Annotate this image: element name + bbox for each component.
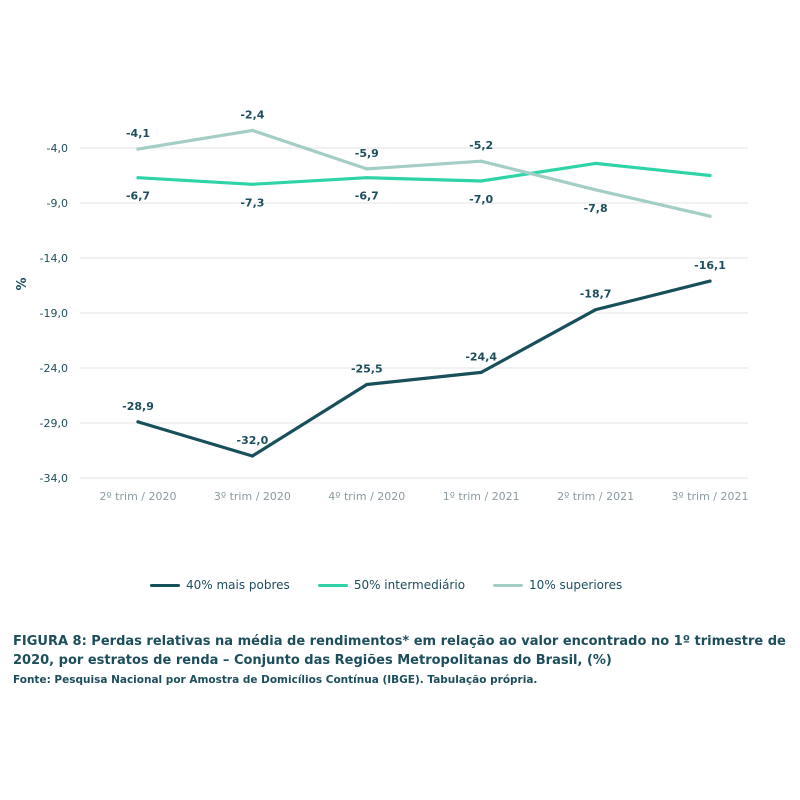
x-tick-label: 3º trim / 2021 [672,490,749,503]
legend-swatch [493,583,524,587]
x-tick-label: 1º trim / 2021 [443,490,520,503]
data-label: -7,0 [469,193,493,206]
data-point [479,159,483,163]
legend-label: 50% intermediário [353,578,466,592]
data-label: -24,4 [465,350,497,363]
data-point [250,182,254,186]
data-point [365,382,369,387]
series-line [136,161,712,186]
data-label: -6,7 [126,190,150,203]
x-tick-label: 4º trim / 2020 [328,490,405,503]
series-line [136,279,712,458]
y-axis-ticks: -4,0 -9,0 -14,0 -19,0 -24,0 -29,0 -34,0 [40,142,68,485]
legend-item: 50% intermediário [317,578,466,592]
line-chart: -4,0 -9,0 -14,0 -19,0 -24,0 -29,0 -34,0 2º tri… [15,108,749,503]
data-point [594,188,598,192]
data-point [708,214,712,218]
data-point [136,147,140,151]
y-tick-label: -19,0 [40,307,68,320]
legend-item: 40% mais pobres [150,578,290,592]
data-point [479,179,483,183]
legend-label: 40% mais pobres [186,578,290,592]
series-lines [136,128,712,458]
data-label: -25,5 [351,363,383,376]
data-point [250,128,254,132]
gridlines [80,147,748,479]
data-point [479,370,483,374]
data-point [594,161,598,165]
data-point [136,176,140,180]
data-point [594,308,598,312]
x-axis-ticks: 2º trim / 2020 3º trim / 2020 4º trim / 20… [100,490,749,503]
y-tick-label: -4,0 [47,142,68,155]
data-point [136,420,140,424]
legend: 40% mais pobres 50% intermediário 10% supe… [150,578,622,592]
data-point [708,279,712,283]
y-tick-label: -24,0 [40,362,68,375]
data-label: -16,1 [694,259,726,272]
data-point [708,173,712,178]
x-tick-label: 3º trim / 2020 [214,490,291,503]
data-label: -7,8 [584,202,608,215]
y-tick-label: -29,0 [40,417,68,430]
data-label: -5,9 [355,147,379,160]
data-label: -5,2 [469,139,493,152]
x-tick-label: 2º trim / 2020 [100,490,177,503]
caption-title: FIGURA 8: Perdas relativas na média de r… [13,634,786,668]
data-label: -7,3 [240,196,264,209]
data-point [365,176,369,180]
data-point [250,454,254,458]
legend-swatch [150,583,180,587]
y-tick-label: -34,0 [40,472,68,485]
data-label: -18,7 [580,288,612,301]
legend-item: 10% superiores [493,578,622,592]
data-labels: -28,9 -32,0 -25,5 -24,4 -18,7 -16,1 -6,7 -7,3 -6… [122,108,726,447]
y-axis-label: % [15,277,30,290]
series-line [136,128,712,218]
y-tick-label: -9,0 [47,197,68,210]
y-tick-label: -14,0 [40,252,68,265]
legend-label: 10% superiores [529,578,623,592]
legend-swatch [317,583,348,587]
data-label: -6,7 [355,190,379,203]
caption-source: Fonte: Pesquisa Nacional por Amostra de … [13,674,538,686]
data-label: -28,9 [122,400,154,413]
figure-caption: FIGURA 8: Perdas relativas na média de r… [13,632,793,686]
data-label: -2,4 [240,108,264,121]
data-label: -4,1 [126,127,150,140]
data-point [365,167,369,171]
x-tick-label: 2º trim / 2021 [557,490,634,503]
data-label: -32,0 [237,434,269,447]
